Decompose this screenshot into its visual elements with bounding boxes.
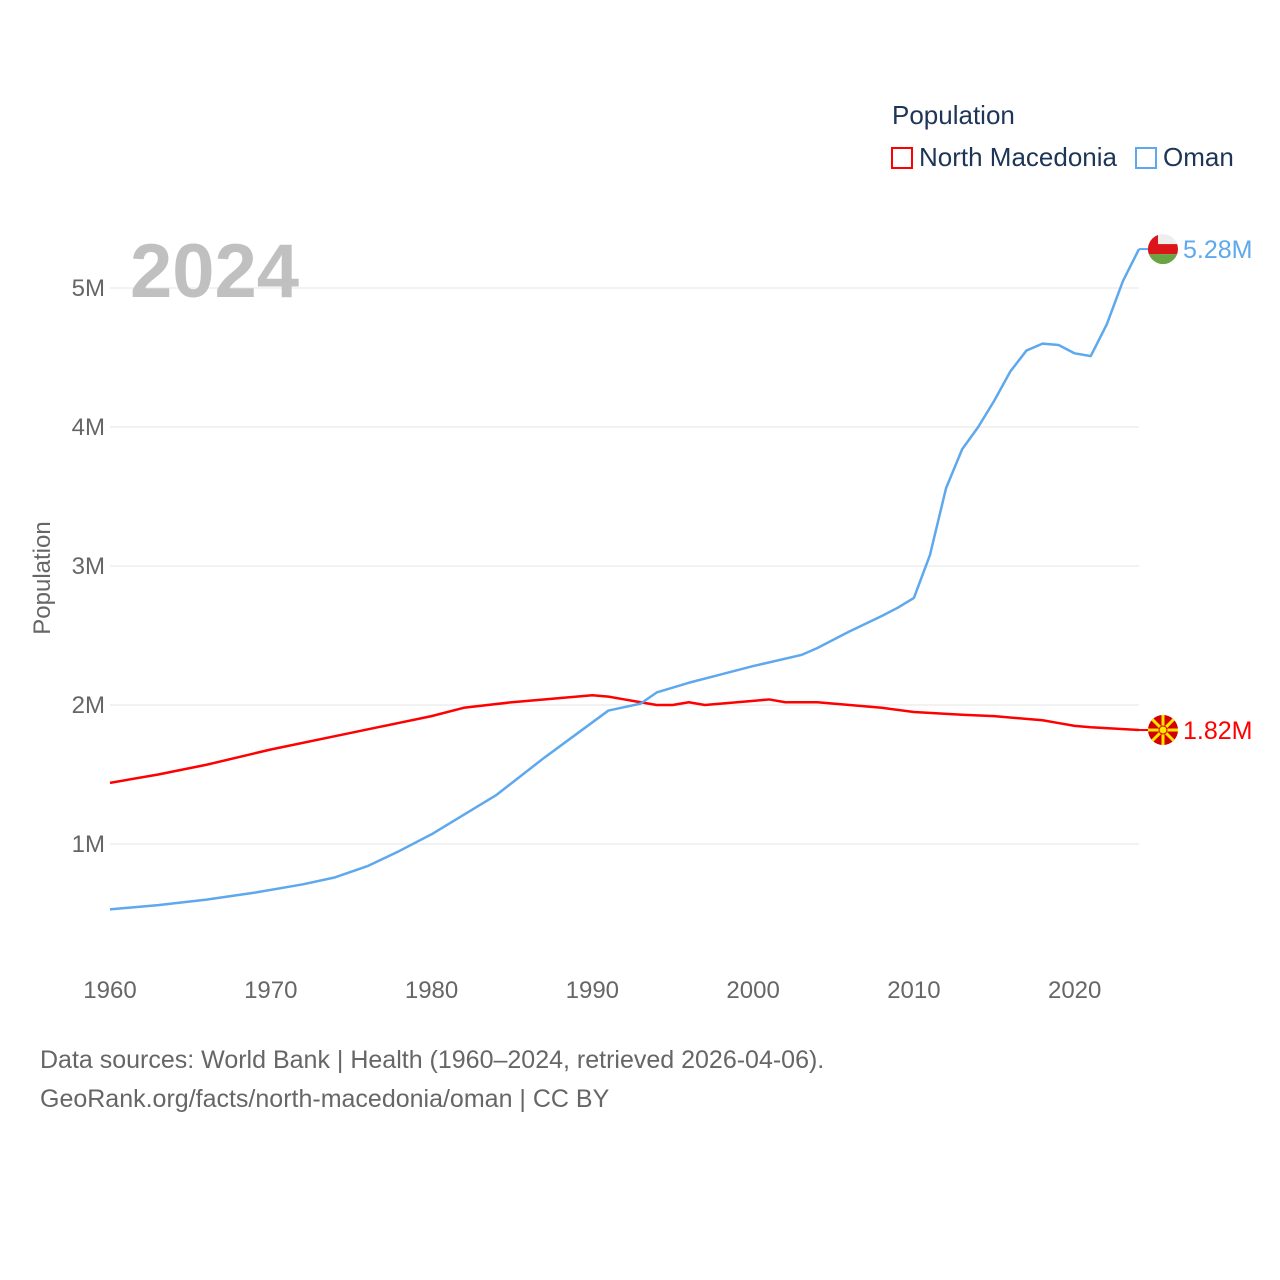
series-line-oman (109, 248, 1141, 911)
x-tick-label: 2020 (1048, 977, 1101, 1004)
oman-flag-icon (1148, 234, 1178, 245)
y-tick-label: 1M (72, 831, 105, 858)
y-tick-label: 5M (72, 275, 105, 302)
y-tick-label: 2M (72, 692, 105, 719)
legend-title: Population (892, 100, 1015, 130)
x-tick-label: 2010 (887, 977, 940, 1004)
y-axis-title: Population (29, 521, 56, 634)
end-value-label: 1.82M (1183, 717, 1252, 745)
x-tick-label: 1990 (566, 977, 619, 1004)
legend-label: Oman (1163, 142, 1234, 172)
x-tick-label: 1960 (83, 977, 136, 1004)
legend: North Macedonia Oman (891, 142, 1234, 173)
footer-sources: Data sources: World Bank | Health (1960–… (40, 1046, 825, 1074)
y-tick-label: 4M (72, 414, 105, 441)
legend-label: North Macedonia (919, 142, 1117, 172)
flag-band (1148, 244, 1178, 255)
series-line-north-macedonia (109, 694, 1140, 785)
flag-sun (1158, 725, 1168, 735)
y-tick-label: 3M (72, 553, 105, 580)
legend-item-north-macedonia[interactable]: North Macedonia (891, 142, 1117, 173)
end-value-label: 5.28M (1183, 236, 1252, 264)
legend-swatch (1135, 146, 1157, 169)
x-tick-label: 2000 (726, 977, 779, 1004)
flag-band (1148, 234, 1158, 255)
x-tick-label: 1980 (405, 977, 458, 1004)
flag-band (1148, 254, 1178, 265)
year-label: 2024 (130, 229, 300, 314)
x-tick-label: 1970 (244, 977, 297, 1004)
legend-swatch (891, 146, 913, 169)
legend-item-oman[interactable]: Oman (1135, 142, 1234, 173)
footer-link[interactable]: GeoRank.org/facts/north-macedonia/oman |… (40, 1085, 610, 1113)
